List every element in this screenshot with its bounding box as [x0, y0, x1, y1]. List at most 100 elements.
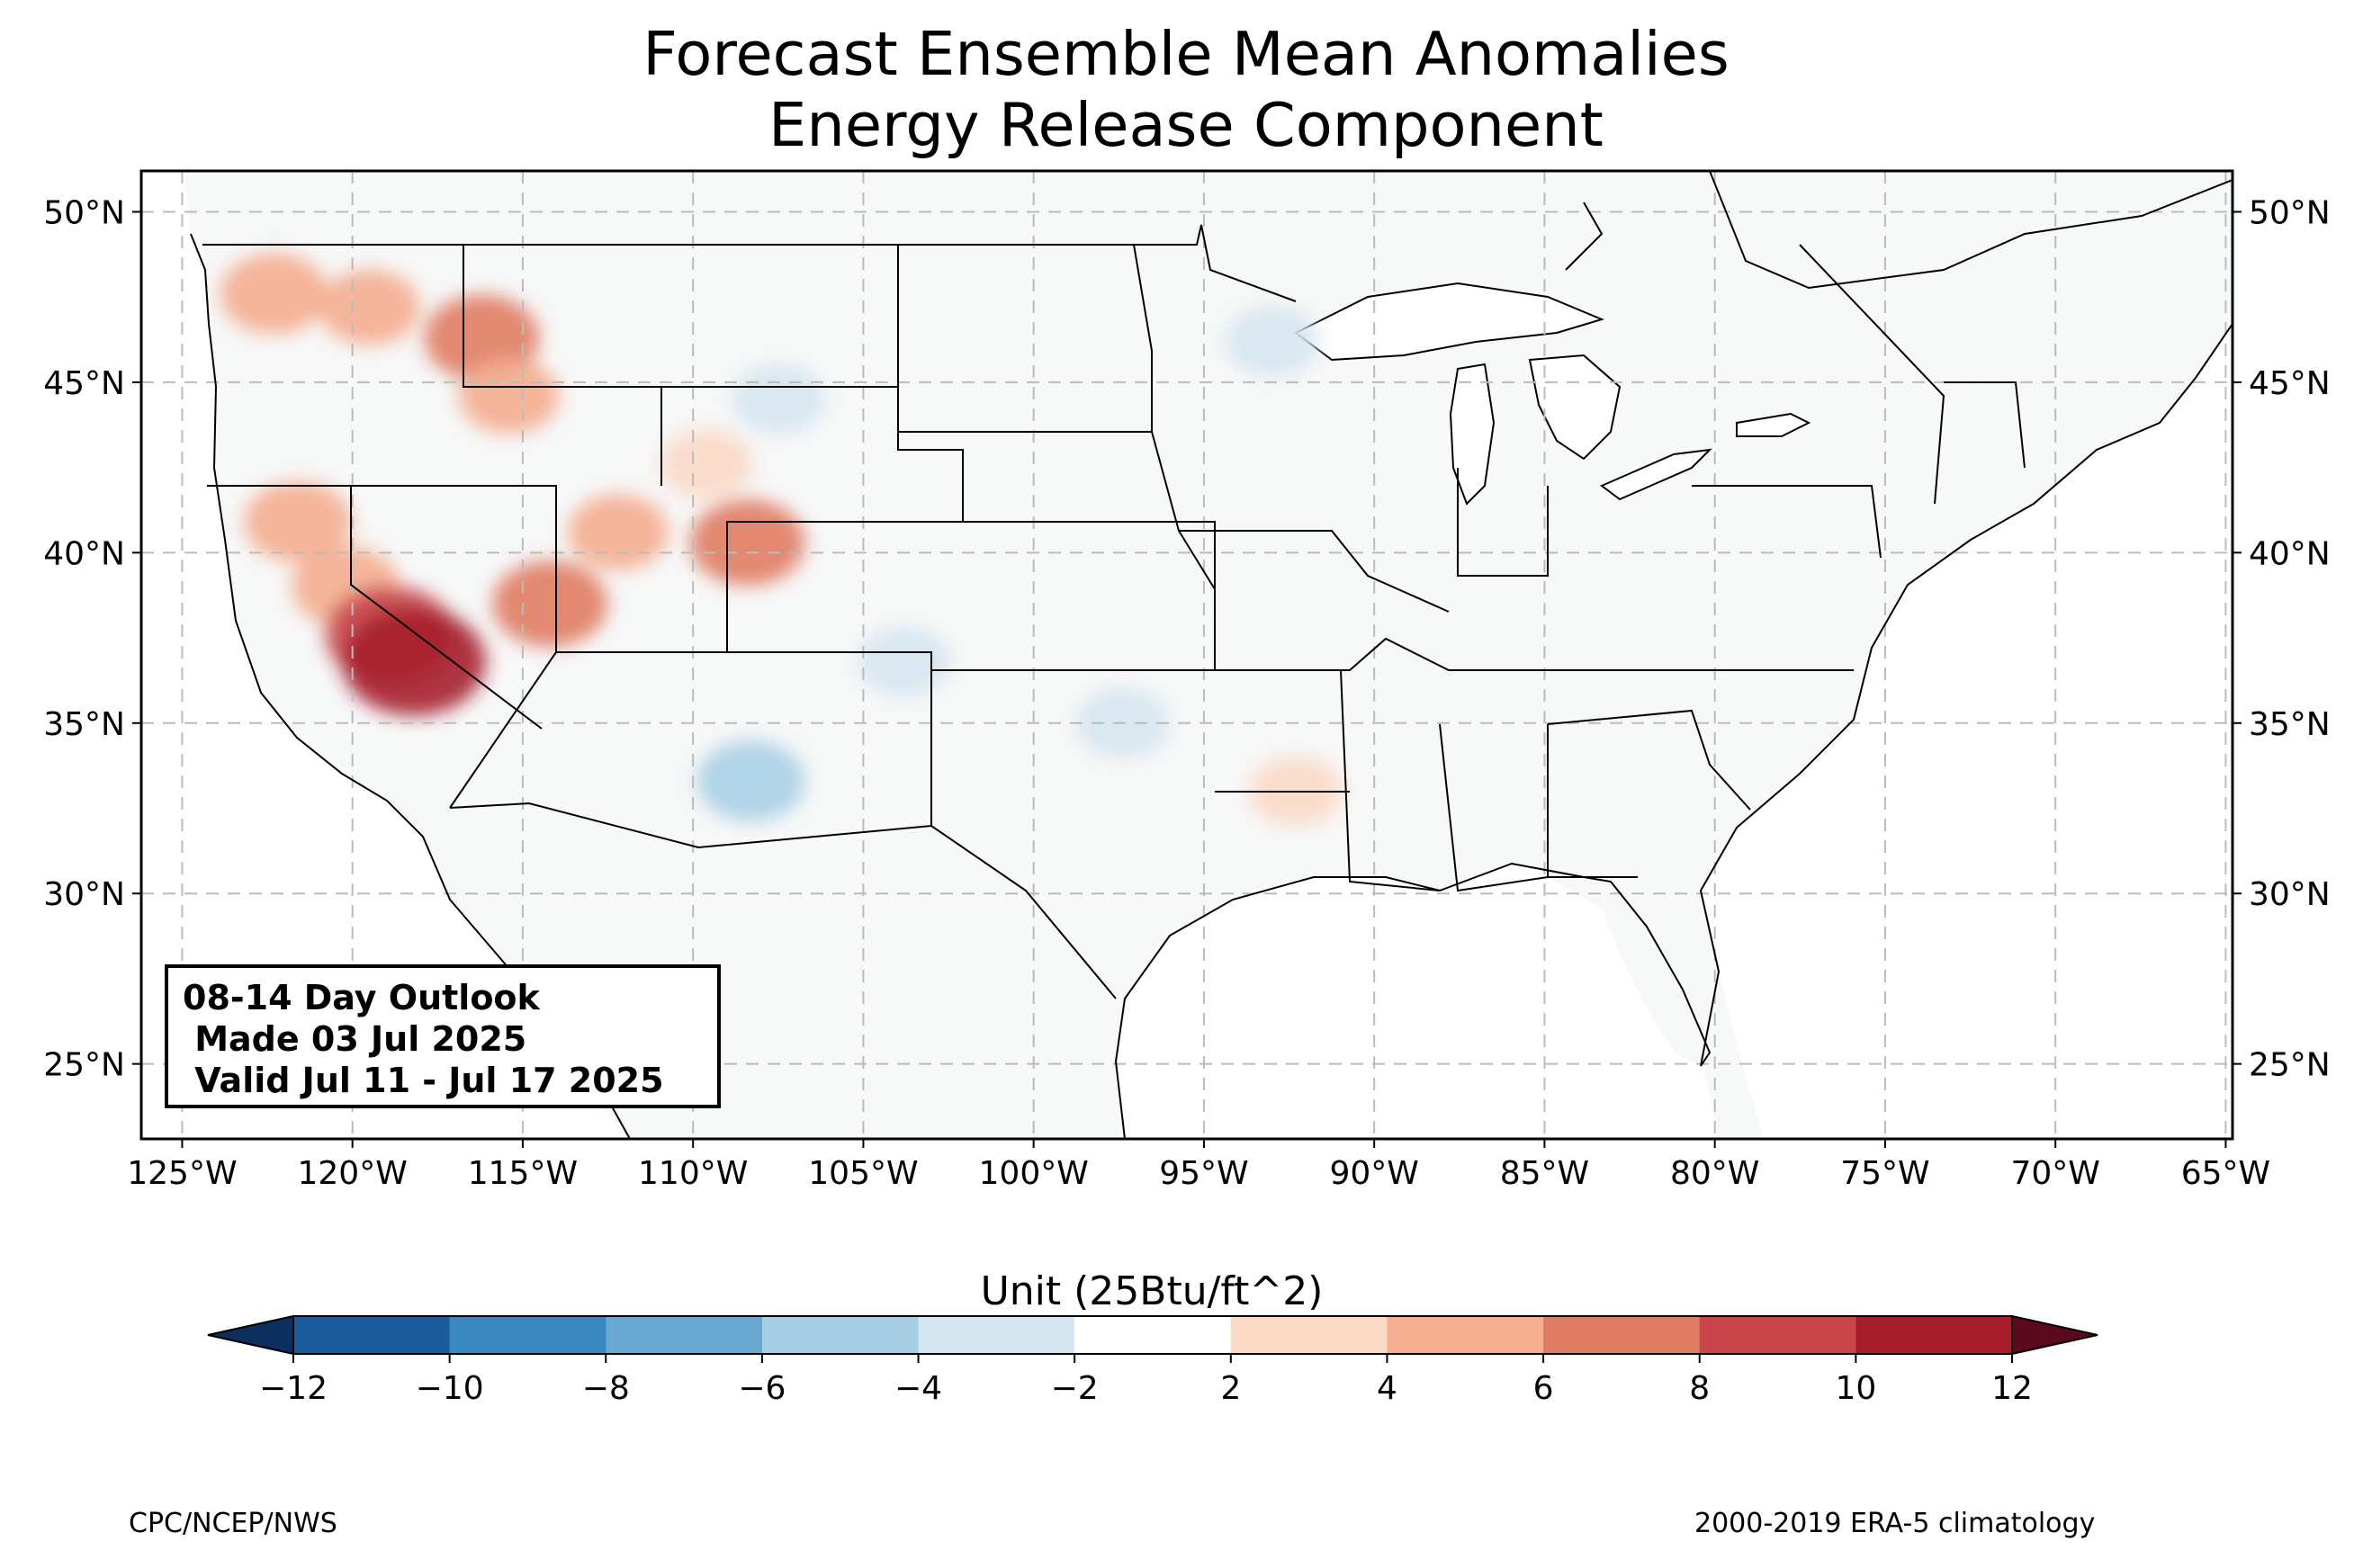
- colorbar-frame: [292, 1315, 2013, 1355]
- colorbar-tick-label-3: −6: [738, 1370, 786, 1407]
- colorbar-segment-2: [606, 1316, 763, 1354]
- colorbar-segment-4: [918, 1316, 1075, 1354]
- state-line-8: [898, 244, 1153, 433]
- anomaly-region-3: [458, 358, 560, 435]
- state-line-15: [1439, 723, 1638, 892]
- valid-range: Valid Jul 11 - Jul 17 2025: [183, 1061, 664, 1100]
- boundaries: [202, 224, 2026, 999]
- anomaly-region-0: [220, 253, 328, 335]
- colorbar-tick-label-11: 12: [1991, 1370, 2033, 1407]
- x-tick-label-8: 85°W: [1500, 1155, 1589, 1192]
- state-line-14: [1340, 669, 1441, 892]
- atlantic-ocean: [1701, 324, 2233, 1139]
- y-tick-label-left-1: 30°N: [43, 876, 125, 913]
- x-tick-label-0: 125°W: [127, 1155, 237, 1192]
- colorbar-tick-label-2: −8: [582, 1370, 630, 1407]
- state-line-9: [1151, 431, 1216, 670]
- anomaly-region-17: [1225, 306, 1319, 377]
- state-line-2: [449, 486, 557, 809]
- canada-east-coast: [1709, 171, 2233, 290]
- x-tick-label-4: 105°W: [808, 1155, 918, 1192]
- colorbar-segment-5: [1074, 1316, 1232, 1354]
- colorbar-segment-9: [1699, 1316, 1856, 1354]
- colorbar-segment-6: [1230, 1316, 1388, 1354]
- state-line-20: [1944, 381, 2026, 469]
- lake-erie: [1600, 448, 1712, 501]
- colorbar-tick-label-10: 10: [1835, 1370, 1876, 1407]
- x-tick-label-5: 100°W: [979, 1155, 1089, 1192]
- colorbar-segment-10: [1855, 1316, 2013, 1354]
- outlook-info-box: 08-14 Day Outlook Made 03 Jul 2025 Valid…: [165, 964, 721, 1108]
- x-tick-labels: 125°W 120°W 115°W 110°W 105°W 100°W 95°W 90°W 85…: [127, 1139, 2270, 1192]
- colorbar-tick-label-4: −4: [894, 1370, 942, 1407]
- state-line-3: [350, 486, 543, 730]
- anomaly-region-12: [857, 626, 951, 697]
- colorbar-under-arrow: [207, 1314, 294, 1356]
- footer-climatology: 2000-2019 ERA-5 climatology: [1694, 1508, 2096, 1539]
- anomaly-region-11: [660, 428, 754, 499]
- y-tick-label-left-2: 35°N: [43, 706, 125, 743]
- colorbar-segment-1: [449, 1316, 606, 1354]
- lake-huron: [1528, 354, 1622, 461]
- y-tick-label-left-4: 45°N: [43, 365, 125, 402]
- y-tick-label-right-3: 40°N: [2249, 535, 2331, 572]
- lake-michigan: [1449, 363, 1496, 506]
- anomaly-layer: [220, 253, 1343, 827]
- x-tick-label-3: 110°W: [638, 1155, 748, 1192]
- made-date: Made 03 Jul 2025: [183, 1019, 527, 1059]
- colorbar-segment-7: [1387, 1316, 1544, 1354]
- x-tick-label-12: 65°W: [2181, 1155, 2270, 1192]
- state-line-11: [1179, 530, 1450, 613]
- map-frame: [139, 169, 2234, 1141]
- colorbar-tick-label-0: −12: [259, 1370, 328, 1407]
- colorbar-segment-8: [1543, 1316, 1701, 1354]
- x-tick-label-2: 115°W: [468, 1155, 578, 1192]
- x-tick-label-10: 75°W: [1840, 1155, 1929, 1192]
- anomaly-region-9: [567, 494, 669, 570]
- colorbar-over-arrow: [2011, 1314, 2098, 1356]
- gulf-of-mexico: [1116, 864, 1719, 1139]
- y-tick-label-right-2: 35°N: [2249, 706, 2331, 743]
- state-line-10: [1215, 637, 1854, 671]
- anomaly-region-1: [319, 269, 420, 345]
- y-tick-label-left-0: 25°N: [43, 1047, 125, 1084]
- colorbar: −12 −10 −8 −6 −4 −2 2 4 6 8 10 12: [207, 1314, 2098, 1407]
- y-tick-label-right-5: 50°N: [2249, 194, 2331, 231]
- x-tick-label-1: 120°W: [298, 1155, 408, 1192]
- colorbar-tick-label-8: 6: [1533, 1370, 1554, 1407]
- state-line-12: [1457, 468, 1549, 577]
- lake-superior: [1294, 282, 1604, 362]
- colorbar-segment-0: [293, 1316, 451, 1354]
- colorbar-label: Unit (25Btu/ft^2): [981, 1268, 1324, 1314]
- footer-source: CPC/NCEP/NWS: [129, 1508, 337, 1539]
- state-line-19: [1799, 244, 1945, 505]
- anomaly-region-8: [492, 560, 608, 648]
- state-line-4: [463, 245, 662, 486]
- y-tick-labels: 25°N 25°N 30°N 30°N 35°N 35°N 40°N 40°N 45°N 45°N…: [43, 194, 2331, 1083]
- chart-title-line2: Energy Release Component: [768, 90, 1604, 160]
- colorbar-tick-label-5: −2: [1051, 1370, 1099, 1407]
- chart-title-line1: Forecast Ensemble Mean Anomalies: [642, 19, 1730, 89]
- anomaly-region-7: [341, 607, 486, 716]
- y-tick-label-right-4: 45°N: [2249, 365, 2331, 402]
- florida-peninsula: [1548, 877, 1710, 1066]
- y-tick-label-left-5: 50°N: [43, 194, 125, 231]
- gulf-coast: [1114, 862, 1712, 1139]
- state-line-13: [1692, 485, 1882, 559]
- colorbar-segment-3: [761, 1316, 920, 1354]
- x-tick-label-6: 95°W: [1159, 1155, 1248, 1192]
- anomaly-region-15: [731, 363, 825, 435]
- hudson-coast: [1565, 202, 1604, 271]
- y-tick-label-right-0: 25°N: [2249, 1047, 2331, 1084]
- colorbar-tick-label-6: 2: [1220, 1370, 1241, 1407]
- pacific-ocean: [141, 171, 630, 1139]
- colorbar-tick-label-1: −10: [416, 1370, 484, 1407]
- x-tick-label-7: 90°W: [1329, 1155, 1418, 1192]
- x-tick-label-9: 80°W: [1670, 1155, 1759, 1192]
- y-tick-label-left-3: 40°N: [43, 535, 125, 572]
- state-line-6: [726, 387, 964, 826]
- anomaly-region-4: [244, 481, 353, 563]
- lake-ontario: [1736, 412, 1811, 437]
- colorbar-tick-label-7: 4: [1377, 1370, 1397, 1407]
